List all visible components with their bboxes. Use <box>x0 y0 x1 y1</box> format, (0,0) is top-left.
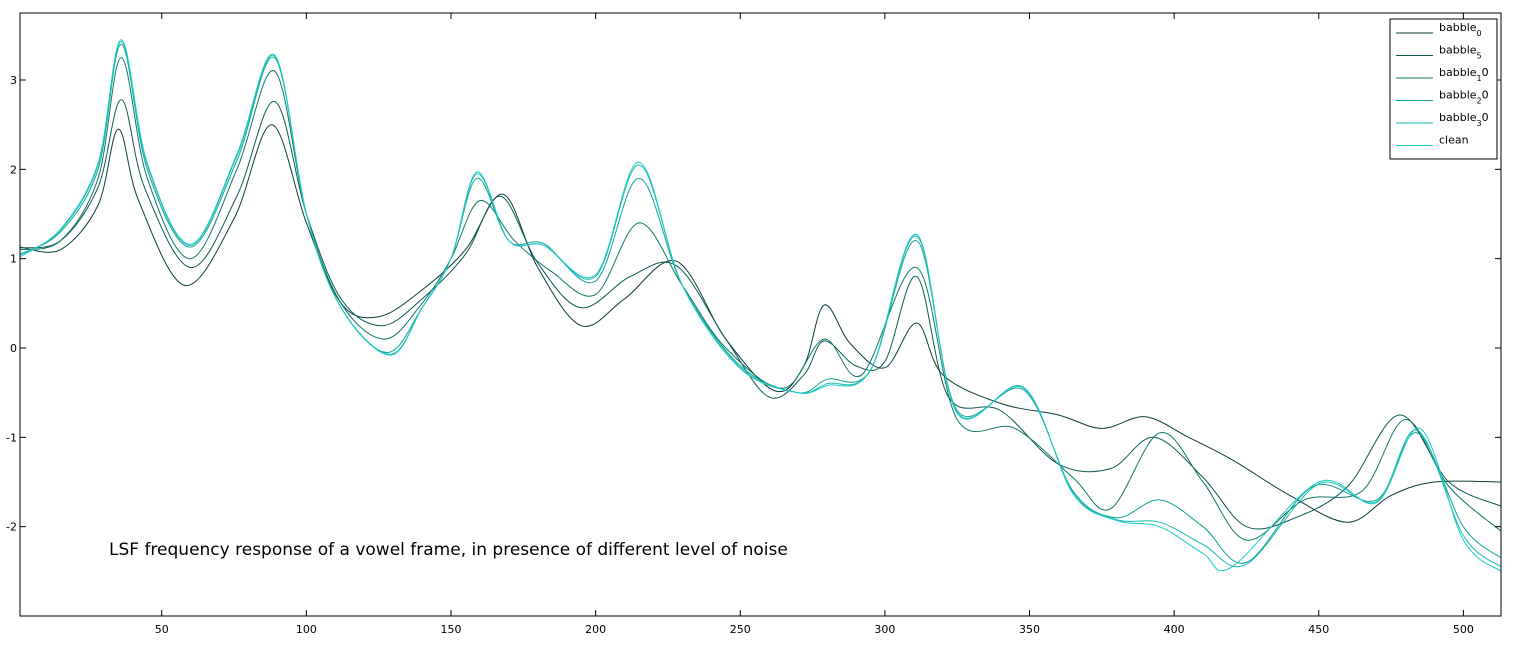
series-line-babble30 <box>20 41 1501 568</box>
series-layer <box>20 39 1501 572</box>
legend-label-clean: clean <box>1439 134 1469 147</box>
x-tick-label: 350 <box>1019 623 1040 636</box>
chart-annotation: LSF frequency response of a vowel frame,… <box>109 540 788 560</box>
y-tick-label: 2 <box>10 163 17 176</box>
y-tick-label: 0 <box>10 342 17 355</box>
y-tick-label: 1 <box>10 253 17 266</box>
series-line-babble20 <box>20 43 1501 564</box>
series-line-babble5 <box>20 99 1501 530</box>
x-tick-label: 250 <box>730 623 751 636</box>
legend: babble0 babble5 babble10 babble20 babble30 cl… <box>1389 18 1498 160</box>
series-line-clean <box>20 39 1501 572</box>
legend-label-babble30: babble30 <box>1439 111 1489 128</box>
x-tick-label: 150 <box>440 623 461 636</box>
legend-box <box>1389 18 1498 160</box>
x-tick-label: 500 <box>1453 623 1474 636</box>
plot-frame <box>19 12 1502 617</box>
ticks-layer: 50 100 150 200 250 300 350 400 450 500 -2 -1 0 1 2 3 <box>6 13 1501 636</box>
legend-label-babble0: babble0 <box>1439 21 1482 38</box>
x-tick-label: 100 <box>296 623 317 636</box>
x-tick-label: 450 <box>1308 623 1329 636</box>
y-tick-label: 3 <box>10 74 17 87</box>
legend-label-babble5: babble5 <box>1439 44 1482 61</box>
series-line-babble10 <box>20 57 1501 541</box>
legend-label-babble10: babble10 <box>1439 66 1489 83</box>
x-tick-label: 200 <box>585 623 606 636</box>
x-tick-label: 50 <box>155 623 169 636</box>
series-line-babble0 <box>20 124 1501 523</box>
legend-label-babble20: babble20 <box>1439 89 1489 106</box>
y-tick-label: -2 <box>6 521 17 534</box>
x-tick-label: 300 <box>874 623 895 636</box>
x-tick-label: 400 <box>1164 623 1185 636</box>
y-tick-label: -1 <box>6 431 17 444</box>
